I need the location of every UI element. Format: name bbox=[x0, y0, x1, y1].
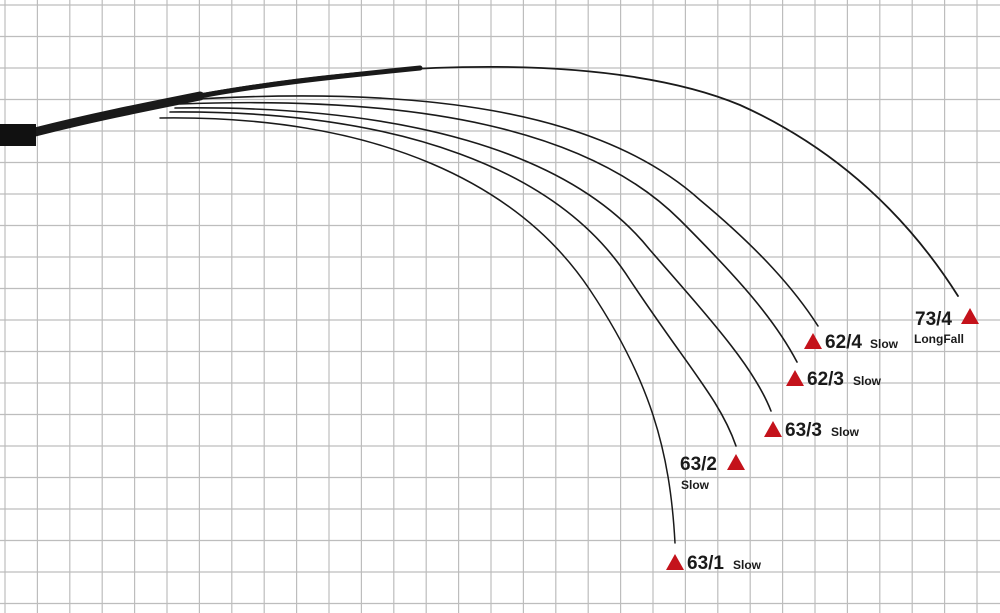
tip-marker bbox=[727, 454, 745, 470]
rods bbox=[0, 65, 959, 544]
rod-model: 62/3 bbox=[807, 369, 844, 390]
rod-curve bbox=[169, 111, 737, 447]
rod-model: 63/1 bbox=[687, 553, 724, 574]
rod-model: 63/2 bbox=[680, 454, 717, 475]
rod-model: 73/4 bbox=[915, 309, 952, 330]
tip-marker bbox=[666, 554, 684, 570]
rod-model: 62/4 bbox=[825, 332, 862, 353]
rod-curve bbox=[169, 65, 959, 297]
tip-marker bbox=[764, 421, 782, 437]
rod-butt bbox=[30, 91, 205, 137]
rod-curve bbox=[174, 107, 772, 412]
rod-action: Slow bbox=[733, 558, 762, 572]
labels: 73/4 LongFall 62/4 Slow 62/3 Slow 63/3 S… bbox=[666, 308, 979, 574]
rod-curve bbox=[159, 117, 676, 544]
rod-action: Slow bbox=[831, 425, 860, 439]
rod-action: Slow bbox=[853, 374, 882, 388]
rod-curve bbox=[179, 101, 798, 363]
tip-marker bbox=[786, 370, 804, 386]
rod-action: LongFall bbox=[914, 332, 964, 346]
rod-action: Slow bbox=[681, 478, 710, 492]
rod-action: Slow bbox=[870, 337, 899, 351]
rod-model: 63/3 bbox=[785, 420, 822, 441]
rod-grip bbox=[0, 124, 36, 146]
tip-marker bbox=[804, 333, 822, 349]
tip-marker bbox=[961, 308, 979, 324]
rod-curve bbox=[179, 95, 819, 327]
rod-butt bbox=[197, 65, 423, 99]
